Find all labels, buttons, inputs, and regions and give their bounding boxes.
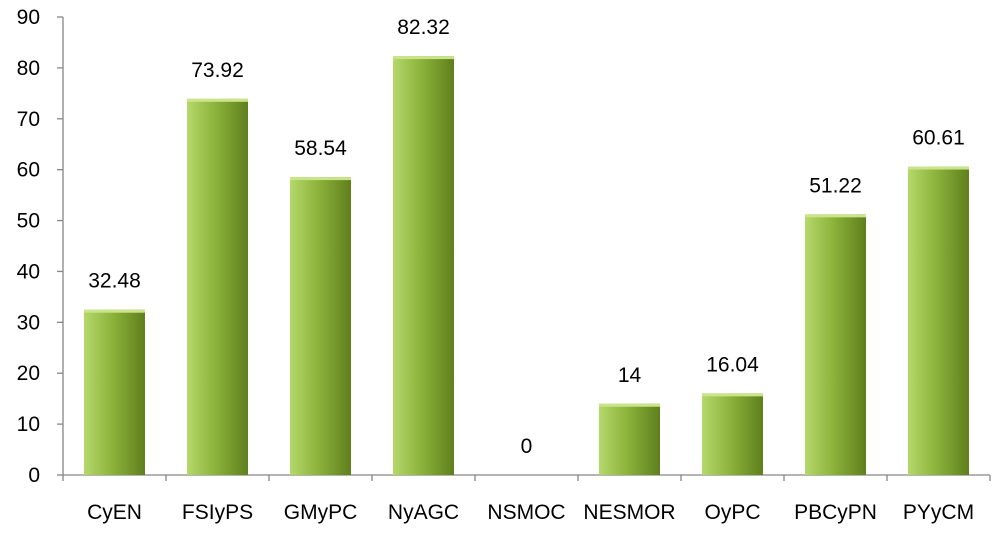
data-label: 14 (618, 364, 642, 387)
y-tick-label: 90 (17, 6, 40, 29)
bars (84, 56, 969, 476)
bar-fsiyps (187, 98, 248, 475)
x-category-label: FSIyPS (182, 501, 253, 524)
x-category-label: PYyCM (903, 501, 974, 524)
data-label: 51.22 (809, 174, 862, 197)
data-labels: 32.48 73.92 58.54 82.32 0 14 16.04 51.22 60.61 (88, 16, 965, 458)
data-label: 58.54 (294, 137, 347, 160)
data-label: 0 (521, 435, 533, 458)
bar-top-highlight (702, 393, 763, 397)
data-label: 60.61 (912, 127, 965, 150)
data-label: 82.32 (397, 16, 450, 39)
bar-top-highlight (805, 214, 866, 218)
bar-nesmor (599, 403, 660, 475)
x-axis (62, 474, 991, 481)
data-label: 73.92 (191, 59, 244, 82)
y-tick-label: 80 (17, 57, 40, 80)
y-tick-label: 10 (17, 413, 40, 436)
x-category-label: PBCyPN (794, 501, 877, 524)
x-category-label: GMyPC (284, 501, 358, 524)
bar-nyagc (393, 56, 454, 475)
bar-top-highlight (290, 177, 351, 181)
x-category-label: OyPC (704, 501, 760, 524)
x-category-label: NSMOC (487, 501, 565, 524)
y-tick-label: 20 (17, 362, 40, 385)
y-tick-label: 50 (17, 210, 40, 233)
y-tick-label: 60 (17, 159, 40, 182)
bar-pbcypn (805, 214, 866, 475)
y-axis: 0 10 20 30 40 50 60 70 80 90 (17, 6, 64, 487)
bar-gmypc (290, 177, 351, 476)
category-labels: CyEN FSIyPS GMyPC NyAGC NSMOC NESMOR OyPC PBCyP… (87, 501, 974, 524)
x-category-label: CyEN (87, 501, 142, 524)
x-category-label: NyAGC (388, 501, 459, 524)
y-tick-label: 70 (17, 108, 40, 131)
bar-pyycm (908, 166, 969, 475)
bar-top-highlight (599, 403, 660, 407)
data-label: 16.04 (706, 353, 759, 376)
bar-top-highlight (187, 98, 248, 102)
bar-top-highlight (84, 309, 145, 313)
bar-top-highlight (393, 56, 454, 60)
y-tick-label: 30 (17, 311, 40, 334)
bar-cyen (84, 309, 145, 475)
bar-oypc (702, 393, 763, 475)
bar-top-highlight (908, 166, 969, 170)
data-label: 32.48 (88, 270, 141, 293)
x-category-label: NESMOR (583, 501, 675, 524)
y-tick-label: 40 (17, 260, 40, 283)
y-tick-label: 0 (28, 464, 40, 487)
